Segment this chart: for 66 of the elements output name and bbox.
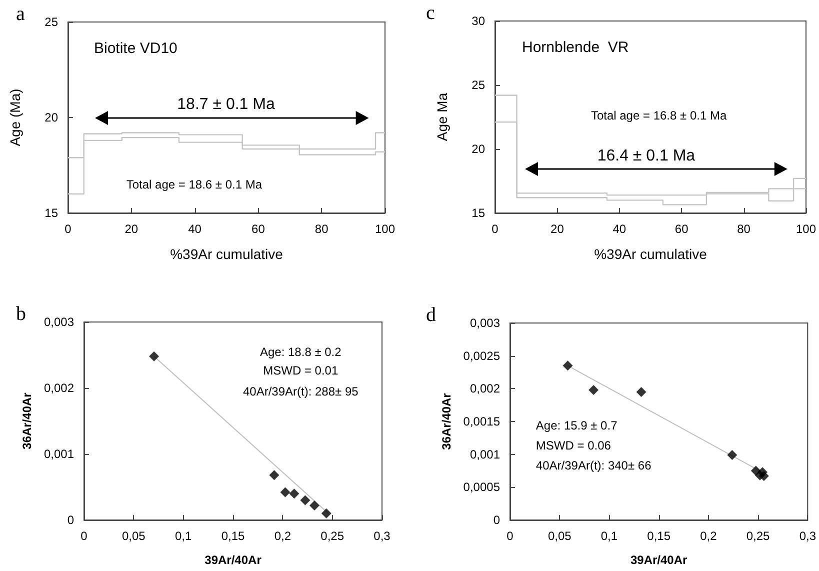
annotation: 40Ar/39Ar(t): 340± 66 <box>536 458 652 473</box>
text: c <box>426 2 435 24</box>
x-tick-label: 20 <box>124 222 138 236</box>
y-tick-label: 0,0025 <box>463 348 500 363</box>
x-tick-label: 80 <box>737 222 751 236</box>
x-axis-title: %39Ar cumulative <box>594 246 708 262</box>
annotation: Total age = 16.8 ± 0.1 Ma <box>590 108 727 123</box>
x-tick-label: 0,15 <box>221 529 245 543</box>
x-tick-label: 0,1 <box>600 529 618 543</box>
y-tick-label: 0,003 <box>470 316 500 330</box>
x-tick-label: 0,2 <box>700 529 718 543</box>
x-tick-label: 0,1 <box>174 529 192 543</box>
y-tick-label: 20 <box>472 142 486 156</box>
x-tick-label: 80 <box>314 222 329 236</box>
y-tick-label: 0,002 <box>470 382 500 396</box>
text: b <box>16 303 26 325</box>
x-tick-label: 40 <box>612 222 626 236</box>
annotation: 40Ar/39Ar(t): 288± 95 <box>242 384 359 398</box>
annotation: 18.7 ± 0.1 Ma <box>177 96 275 113</box>
x-tick-label: 0,3 <box>799 529 816 543</box>
y-tick-label: 25 <box>44 15 58 29</box>
annotation: MSWD = 0.01 <box>263 364 338 378</box>
text: Hornblende VR <box>522 39 629 56</box>
text: Biotite VD10 <box>94 40 178 57</box>
y-tick-label: 30 <box>472 14 486 28</box>
y-tick-label: 15 <box>44 206 58 220</box>
y-tick-label: 0 <box>67 513 74 527</box>
x-axis-title: 39Ar/40Ar <box>630 553 688 567</box>
text: a <box>16 3 25 25</box>
annotation: MSWD = 0.06 <box>536 438 612 453</box>
x-tick-label: 0,15 <box>647 529 671 543</box>
x-tick-label: 20 <box>550 222 564 236</box>
x-tick-label: 0,3 <box>374 529 391 543</box>
x-tick-label: 0 <box>506 529 514 543</box>
y-axis-title: Age (Ma) <box>7 88 23 146</box>
x-axis-title: 39Ar/40Ar <box>204 553 262 567</box>
annotation: Age: 15.9 ± 0.7 <box>536 418 618 433</box>
y-tick-label: 0,003 <box>44 315 74 329</box>
y-axis-title: Age Ma <box>434 92 450 142</box>
y-tick-label: 25 <box>472 78 486 92</box>
x-tick-label: 100 <box>374 222 396 236</box>
x-tick-label: 0,25 <box>746 529 770 543</box>
x-tick-label: 60 <box>674 222 689 236</box>
x-tick-label: 100 <box>796 222 816 236</box>
y-axis-title: 36Ar/40Ar <box>20 392 34 450</box>
x-tick-label: 0,05 <box>122 529 146 543</box>
y-tick-label: 0,001 <box>470 447 500 462</box>
x-tick-label: 0,25 <box>320 529 344 543</box>
x-axis-title: %39Ar cumulative <box>170 246 284 262</box>
x-tick-label: 0,05 <box>548 529 572 543</box>
annotation: Age: 18.8 ± 0.2 <box>260 345 342 359</box>
y-tick-label: 15 <box>472 206 486 220</box>
y-tick-label: 0,0015 <box>463 414 500 428</box>
y-tick-label: 20 <box>44 110 58 124</box>
x-tick-label: 0,2 <box>274 529 292 543</box>
y-tick-label: 0,002 <box>44 381 74 395</box>
y-axis-title: 36Ar/40Ar <box>439 392 454 450</box>
y-tick-label: 0 <box>493 513 500 527</box>
x-tick-label: 0 <box>80 529 88 543</box>
text: d <box>426 304 436 326</box>
x-tick-label: 60 <box>252 222 266 236</box>
annotation: 16.4 ± 0.1 Ma <box>597 147 696 164</box>
x-tick-label: 40 <box>188 222 202 236</box>
y-tick-label: 0,0005 <box>463 480 500 494</box>
y-tick-label: 0,001 <box>44 447 74 461</box>
annotation: Total age = 18.6 ± 0.1 Ma <box>126 177 262 192</box>
